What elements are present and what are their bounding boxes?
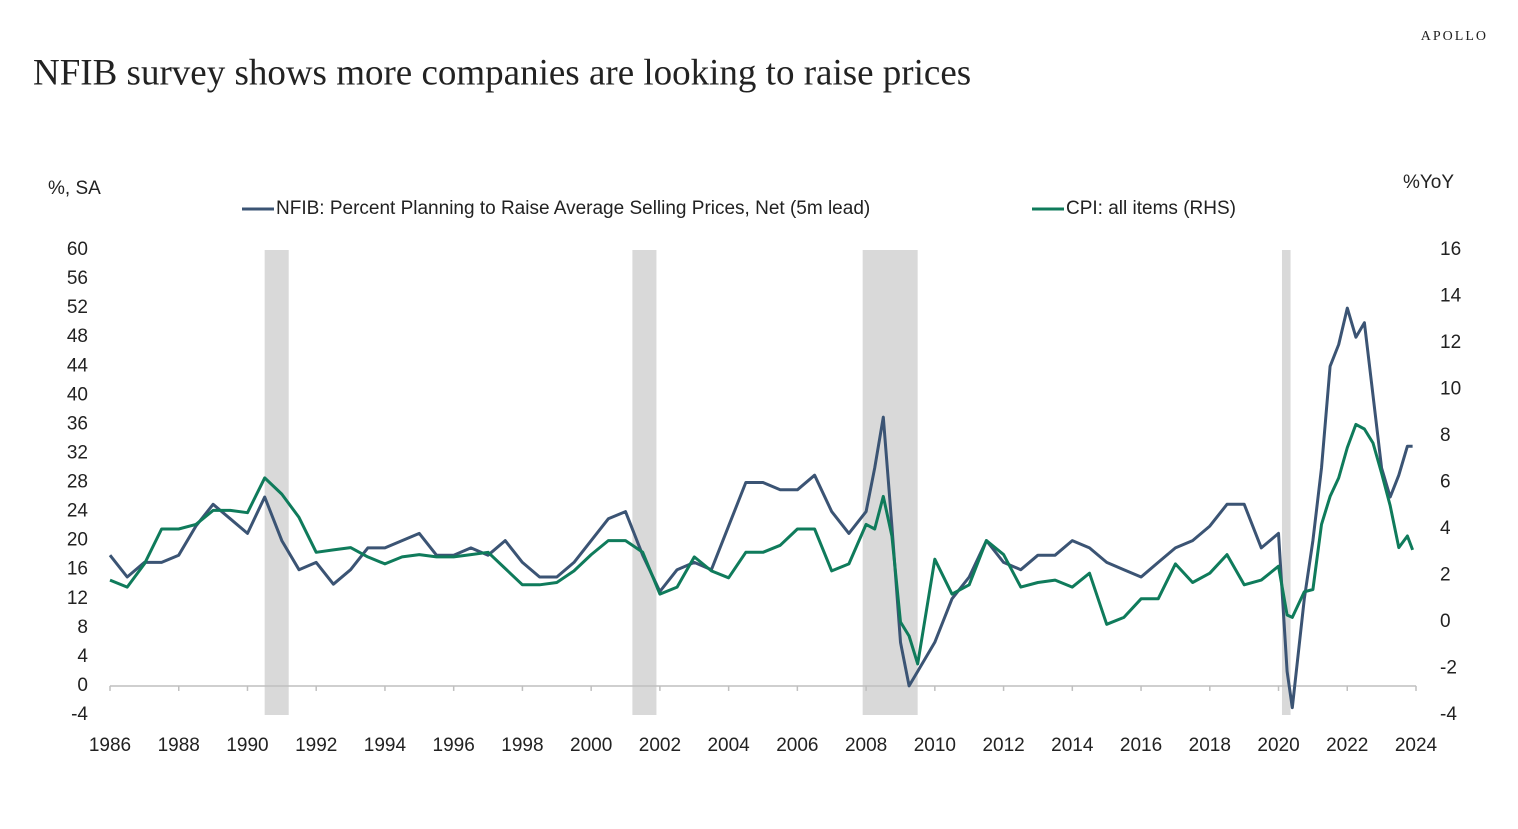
y-tick-label: 44 [67, 355, 89, 376]
y-tick-label: 4 [77, 646, 88, 667]
x-tick-label: 1994 [364, 735, 407, 756]
x-tick-label: 2010 [914, 735, 956, 756]
x-tick-label: 1992 [295, 735, 337, 756]
y-tick-label: 56 [67, 268, 88, 289]
recession-band [1281, 250, 1291, 715]
y-tick-label: 60 [67, 239, 88, 260]
y-tick-label: 12 [67, 588, 88, 609]
chart-title: NFIB survey shows more companies are loo… [33, 52, 971, 93]
series-line [109, 422, 1415, 666]
y2-tick-label: 6 [1440, 472, 1451, 493]
x-tick-label: 2016 [1120, 735, 1162, 756]
series-line [108, 306, 1413, 710]
y2-tick-label: 4 [1440, 518, 1451, 539]
x-tick-label: 2012 [982, 735, 1024, 756]
x-tick-label: 2020 [1257, 735, 1299, 756]
y2-tick-label: 14 [1440, 286, 1462, 307]
y-tick-label: 52 [67, 297, 88, 318]
x-tick-label: 2000 [570, 735, 612, 756]
y2-tick-label: 0 [1440, 611, 1451, 632]
x-tick-label: 2006 [776, 735, 818, 756]
x-tick-label: 2018 [1189, 735, 1231, 756]
x-tick-label: 1988 [158, 735, 200, 756]
recession-band [632, 250, 657, 715]
y-tick-label: 0 [77, 675, 88, 696]
y2-tick-label: 12 [1440, 332, 1461, 353]
x-tick-label: 2022 [1326, 735, 1368, 756]
y-tick-label: 8 [77, 617, 88, 638]
brand: APOLLO [1421, 29, 1488, 44]
y-tick-label: 20 [67, 530, 88, 551]
x-tick-label: 1998 [501, 735, 543, 756]
legend-label: CPI: all items (RHS) [1066, 198, 1236, 219]
y2-tick-label: 2 [1440, 565, 1451, 586]
y-tick-label: -4 [71, 704, 88, 725]
x-tick-label: 1990 [226, 735, 268, 756]
y-tick-label: 48 [67, 326, 88, 347]
x-tick-label: 1986 [89, 735, 131, 756]
legend-label: NFIB: Percent Planning to Raise Average … [276, 198, 870, 219]
y-tick-label: 28 [67, 472, 88, 493]
y-tick-label: 24 [67, 501, 89, 522]
x-tick-label: 2024 [1395, 735, 1438, 756]
y2-tick-label: -4 [1440, 704, 1457, 725]
y-tick-label: 40 [67, 384, 88, 405]
y-axis-label: %, SA [48, 178, 101, 199]
y-tick-label: 16 [67, 559, 88, 580]
y-tick-label: 36 [67, 413, 88, 434]
x-tick-label: 2002 [639, 735, 681, 756]
y-tick-label: 32 [67, 442, 88, 463]
x-tick-label: 1996 [433, 735, 475, 756]
y2-tick-label: 10 [1440, 379, 1461, 400]
y2-tick-label: -2 [1440, 658, 1457, 679]
x-tick-label: 2008 [845, 735, 887, 756]
x-tick-label: 2004 [707, 735, 750, 756]
x-tick-label: 2014 [1051, 735, 1094, 756]
y2-tick-label: 8 [1440, 425, 1451, 446]
y2-tick-label: 16 [1440, 239, 1461, 260]
y2-axis-label: %YoY [1403, 172, 1454, 193]
